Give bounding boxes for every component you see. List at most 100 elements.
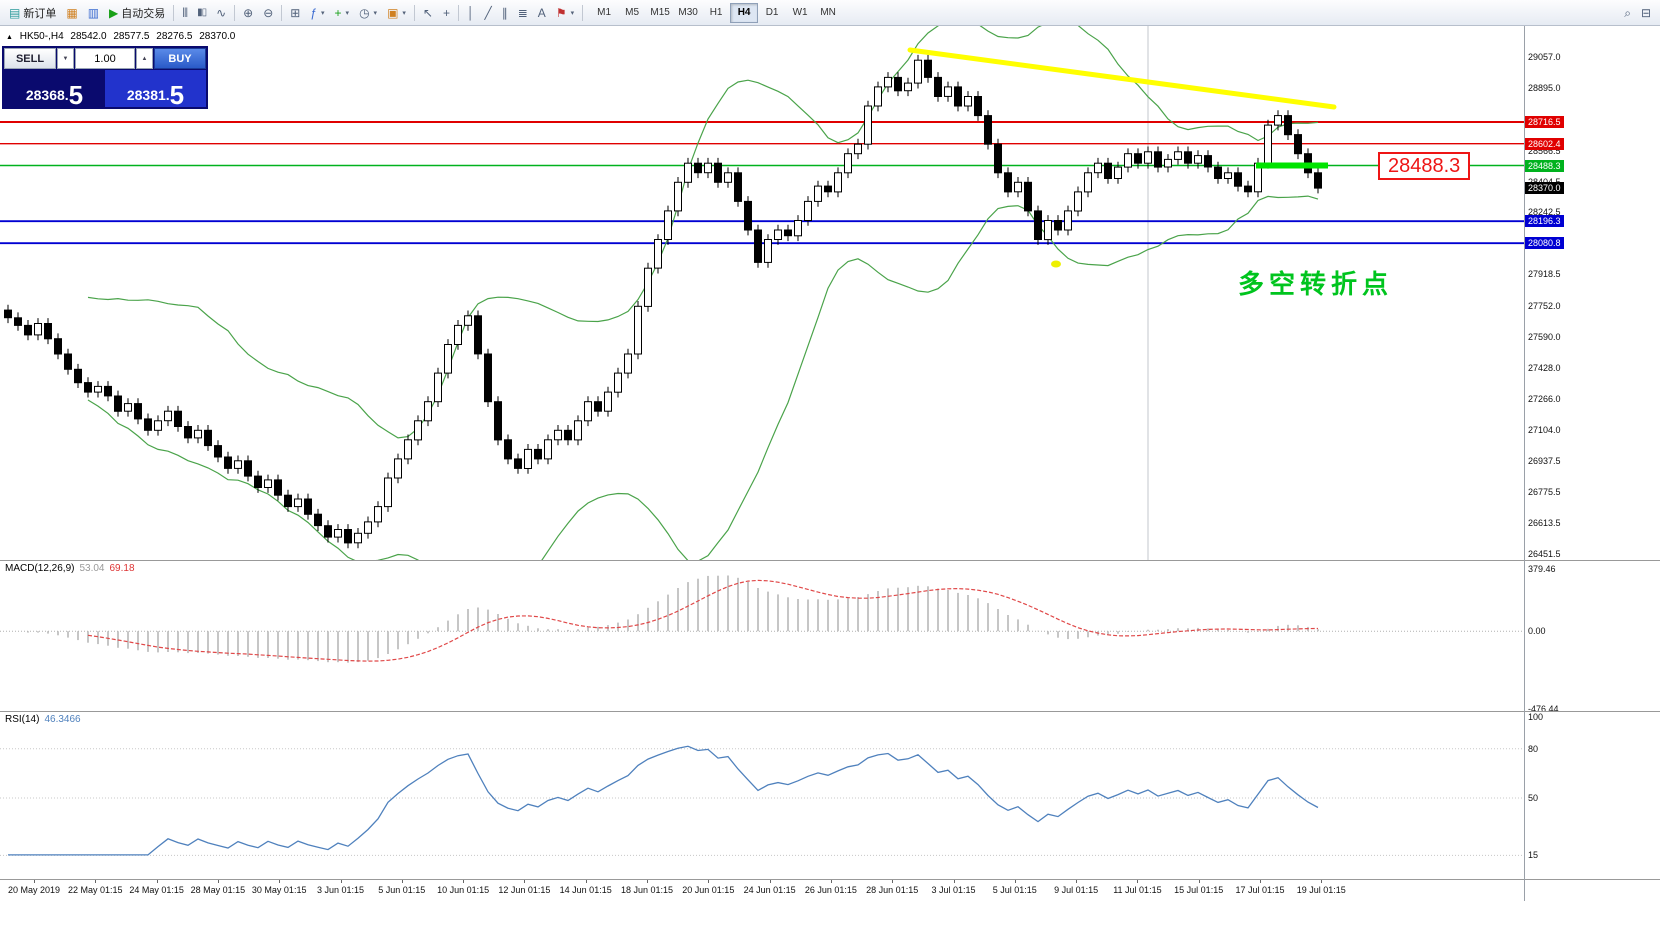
candle-body — [534, 448, 542, 460]
zoom-out-button[interactable]: ⊖ — [258, 3, 278, 23]
new-order-label: 新订单 — [23, 7, 57, 20]
zoom-in-button[interactable]: ⊕ — [238, 3, 258, 23]
macd-axis-label: 379.46 — [1528, 564, 1556, 574]
candle-body — [44, 323, 52, 340]
candle-body — [884, 76, 892, 88]
candle-body — [74, 368, 82, 384]
yellow-trendline[interactable] — [907, 47, 1337, 110]
vertical-line-button[interactable]: │ — [462, 3, 480, 23]
market-watch-button[interactable]: ▦ — [61, 3, 82, 23]
timeframe-button-h1[interactable]: H1 — [702, 3, 730, 23]
yellow-dot-annotation[interactable] — [1051, 260, 1061, 268]
candle-body — [574, 420, 582, 441]
period-button[interactable]: ◷ ▾ — [354, 3, 382, 23]
macd-main-value: 53.04 — [79, 563, 105, 574]
search-button[interactable]: ⌕ — [1619, 3, 1636, 23]
price-callout-box[interactable]: 28488.3 — [1378, 152, 1471, 180]
fibonacci-button[interactable]: ≣ — [513, 3, 533, 23]
expander-triangle-icon[interactable]: ▲ — [6, 34, 13, 41]
macd-panel[interactable]: MACD(12,26,9) 53.04 69.18 379.46 0.00 -476.4… — [0, 560, 1660, 714]
text-button[interactable]: A — [533, 3, 551, 23]
buy-price-display[interactable]: 28381. 5 — [105, 70, 206, 108]
annotation-text[interactable]: 多空转折点 — [1238, 269, 1394, 299]
crosshair-button[interactable]: + — [438, 3, 455, 23]
macd-name: MACD(12,26,9) — [5, 563, 75, 574]
candle-body — [1054, 220, 1062, 231]
candle-body — [434, 372, 442, 403]
macd-canvas[interactable] — [0, 561, 1524, 711]
sell-price-display[interactable]: 28368. 5 — [4, 70, 105, 108]
macd-signal-value: 69.18 — [109, 563, 135, 574]
template-button[interactable]: ▣ ▾ — [382, 3, 411, 23]
time-tick — [401, 880, 403, 883]
timeframe-button-h4[interactable]: H4 — [730, 2, 759, 23]
price-chart-canvas[interactable] — [0, 26, 1524, 560]
candle-body — [834, 172, 842, 193]
volume-down-spinner[interactable]: ▼ — [57, 48, 74, 69]
market-watch-icon: ▦ — [66, 5, 78, 20]
timeframe-button-m5[interactable]: M5 — [618, 3, 646, 23]
candle-body — [724, 172, 732, 183]
sell-button[interactable]: SELL — [4, 48, 56, 69]
candle-body — [564, 429, 572, 441]
rsi-name: RSI(14) — [5, 714, 40, 725]
tile-windows-button[interactable]: ⊞ — [285, 3, 305, 23]
time-tick — [892, 880, 894, 883]
time-axis[interactable]: 20 May 2019 22 May 01:15 24 May 01:15 28 Ma… — [0, 879, 1660, 902]
candle-body — [754, 229, 762, 263]
candle-body — [644, 267, 652, 307]
channel-button[interactable]: ∥ — [497, 3, 513, 23]
template-icon: ▣ — [387, 5, 399, 20]
price-tick-label: 27104.0 — [1528, 424, 1561, 435]
timeframe-button-mn[interactable]: MN — [814, 3, 842, 23]
candle-body — [154, 420, 162, 431]
date-label: 12 Jun 01:15 — [498, 885, 551, 895]
trendline-button[interactable]: ╱ — [480, 3, 497, 23]
line-chart-button[interactable]: ∿ — [211, 3, 231, 23]
bollinger-upper-band — [87, 26, 1319, 439]
add-indicator-button[interactable]: + ▾ — [330, 3, 355, 23]
candle-body — [694, 162, 702, 174]
date-label: 18 Jun 01:15 — [620, 885, 674, 895]
print-button[interactable]: ⊟ — [1636, 3, 1656, 23]
timeframe-button-m15[interactable]: M15 — [646, 3, 674, 23]
timeframe-button-m1[interactable]: M1 — [590, 3, 618, 23]
toolbar-separator — [173, 4, 175, 21]
terminal-button[interactable]: ▥ — [83, 3, 104, 23]
cursor-button[interactable]: ↖ — [418, 3, 438, 23]
chevron-down-icon: ▾ — [570, 9, 575, 17]
candle-body — [984, 115, 992, 145]
rsi-canvas[interactable] — [0, 712, 1524, 879]
indicators-button[interactable]: ƒ ▾ — [305, 3, 329, 23]
timeframe-button-m30[interactable]: M30 — [674, 3, 702, 23]
candle-body — [684, 162, 692, 183]
new-order-button[interactable]: ▤ 新订单 — [4, 3, 61, 23]
candle-body — [194, 429, 202, 439]
candle-body — [274, 479, 282, 496]
volume-up-spinner[interactable]: ▲ — [136, 48, 153, 69]
candle-body — [1164, 158, 1172, 168]
price-tick-label: 26613.5 — [1528, 518, 1561, 529]
arrows-button[interactable]: ⚑ ▾ — [551, 3, 579, 23]
price-chart-panel[interactable]: ▲ HK50-,H4 28542.0 28577.5 28276.5 28370… — [0, 26, 1660, 560]
timeframe-button-w1[interactable]: W1 — [786, 3, 814, 23]
timeframe-button-d1[interactable]: D1 — [758, 3, 786, 23]
candlestick-chart-button[interactable]: ▮▯ — [192, 3, 211, 23]
price-tick-label: 26937.5 — [1528, 456, 1561, 467]
candle-body — [1014, 181, 1022, 193]
indicators-icon: ƒ — [310, 5, 318, 20]
zoom-in-icon: ⊕ — [243, 5, 254, 20]
auto-trading-button[interactable]: ▶ 自动交易 — [104, 3, 170, 23]
buy-button[interactable]: BUY — [154, 48, 206, 69]
candle-body — [254, 475, 262, 489]
price-tick-label: 26775.5 — [1528, 487, 1561, 498]
chevron-down-icon: ▾ — [321, 9, 325, 17]
candle-body — [1114, 166, 1122, 180]
date-label: 10 Jun 01:15 — [437, 885, 490, 895]
volume-input[interactable] — [75, 48, 135, 69]
price-tick-label: 27590.0 — [1528, 331, 1561, 342]
date-label: 9 Jul 01:15 — [1054, 885, 1099, 895]
rsi-panel[interactable]: RSI(14) 46.3466 100 80 50 15 — [0, 711, 1660, 879]
candle-body — [504, 439, 512, 460]
bar-chart-button[interactable]: ||| — [177, 3, 192, 23]
